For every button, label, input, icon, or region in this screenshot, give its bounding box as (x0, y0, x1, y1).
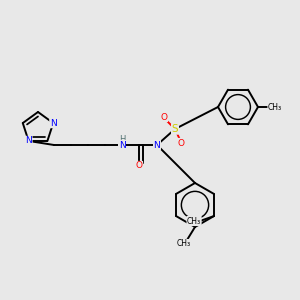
Text: N: N (50, 118, 57, 127)
Text: CH₃: CH₃ (177, 239, 191, 248)
Text: N: N (154, 140, 160, 149)
Text: O: O (136, 161, 142, 170)
Text: CH₃: CH₃ (268, 103, 282, 112)
Text: S: S (172, 124, 178, 134)
Text: N: N (118, 140, 125, 149)
Text: N: N (25, 136, 32, 146)
Text: H: H (119, 134, 125, 143)
Text: O: O (178, 139, 184, 148)
Text: CH₃: CH₃ (187, 217, 201, 226)
Text: O: O (160, 112, 167, 122)
